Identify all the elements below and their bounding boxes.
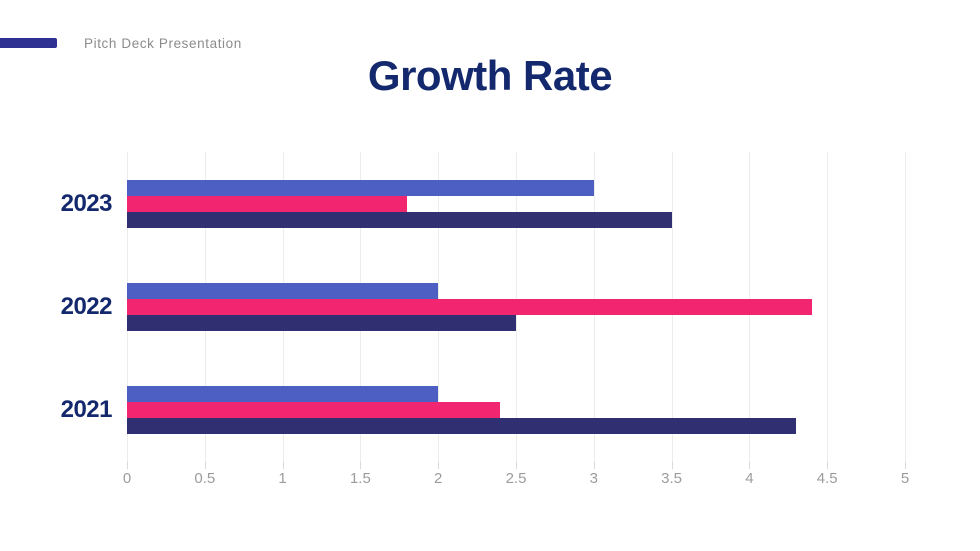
axis-tick	[360, 462, 362, 469]
axis-tick	[671, 462, 673, 469]
x-tick-label: 1	[278, 470, 287, 487]
axis-tick	[593, 462, 595, 469]
category-label: 2021	[60, 396, 113, 424]
x-tick-label: 0	[122, 470, 132, 487]
category-label: 2023	[60, 189, 113, 217]
x-tick-label: 1.5	[349, 470, 371, 487]
brand-accent-bar	[0, 38, 57, 48]
x-tick-label: 3.5	[661, 470, 683, 487]
axis-tick	[749, 462, 751, 469]
bar-2022-navy	[127, 315, 516, 331]
axis-tick	[127, 462, 128, 469]
axis-tick	[905, 462, 906, 469]
bar-2021-pink	[127, 402, 501, 419]
gridline	[905, 152, 906, 462]
axis-tick	[827, 462, 829, 469]
category-label: 2022	[60, 293, 113, 320]
x-tick-label: 4	[745, 470, 754, 487]
x-tick-label: 5	[900, 470, 910, 487]
bar-2022-blue	[127, 283, 439, 299]
axis-tick	[204, 462, 206, 469]
bar-2023-pink	[127, 195, 408, 212]
bar-2021-blue	[127, 386, 439, 403]
bar-2021-navy	[127, 418, 797, 435]
x-tick-label: 0.5	[194, 470, 216, 487]
x-tick-label: 2	[434, 470, 443, 487]
bar-2023-navy	[127, 211, 672, 228]
x-tick-label: 2.5	[505, 470, 527, 487]
brand-text: Pitch Deck Presentation	[84, 36, 242, 51]
bar-2023-blue	[127, 179, 594, 196]
bar-2022-pink	[127, 299, 812, 315]
gridline	[827, 152, 829, 462]
axis-tick	[438, 462, 440, 469]
axis-tick	[516, 462, 517, 469]
x-tick-label: 3	[589, 470, 598, 487]
axis-tick	[282, 462, 284, 469]
x-tick-label: 4.5	[816, 470, 838, 487]
chart-title: Growth Rate	[367, 52, 613, 99]
